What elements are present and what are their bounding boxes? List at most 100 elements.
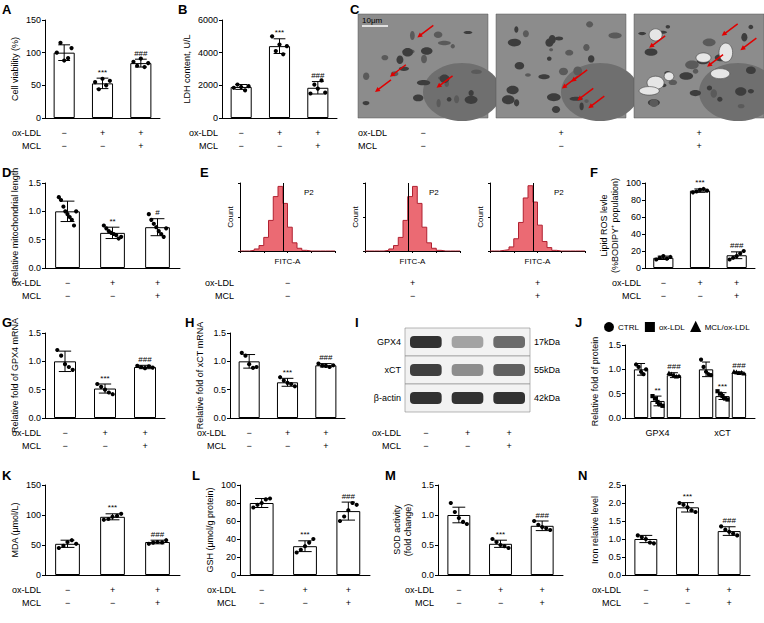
svg-text:0.5: 0.5	[28, 235, 41, 245]
svg-text:C: C	[350, 2, 360, 17]
svg-text:+: +	[696, 141, 701, 151]
svg-text:1.0: 1.0	[28, 356, 41, 366]
svg-text:***: ***	[283, 368, 292, 377]
svg-text:0.5: 0.5	[213, 385, 226, 395]
svg-text:FITC-A: FITC-A	[400, 257, 426, 266]
svg-text:+: +	[734, 278, 739, 288]
svg-text:+: +	[142, 428, 147, 438]
svg-text:50: 50	[31, 80, 41, 90]
svg-text:MCL: MCL	[215, 291, 234, 301]
svg-text:55kDa: 55kDa	[534, 365, 560, 375]
svg-text:10μm: 10μm	[362, 16, 383, 25]
svg-text:−: −	[100, 141, 105, 151]
svg-text:***: ***	[275, 28, 284, 37]
svg-text:−: −	[110, 598, 115, 608]
svg-text:−: −	[239, 141, 244, 151]
svg-text:H: H	[185, 315, 194, 330]
svg-text:***: ***	[695, 178, 704, 187]
svg-text:+: +	[558, 128, 563, 138]
svg-text:MCL: MCL	[382, 441, 401, 451]
svg-text:1.5: 1.5	[213, 328, 226, 338]
svg-text:Cell viability (%): Cell viability (%)	[10, 37, 20, 101]
svg-text:−: −	[423, 428, 428, 438]
svg-text:6000: 6000	[198, 15, 218, 25]
svg-text:P2: P2	[304, 188, 314, 197]
svg-text:−: −	[62, 441, 67, 451]
svg-text:1.0: 1.0	[421, 510, 434, 520]
svg-text:###: ###	[342, 492, 356, 501]
svg-text:1.5: 1.5	[28, 328, 41, 338]
svg-text:LDH content, U/L: LDH content, U/L	[182, 34, 192, 103]
svg-text:100: 100	[626, 178, 641, 188]
svg-text:+: +	[138, 141, 143, 151]
svg-text:40: 40	[226, 534, 236, 544]
svg-text:1.0: 1.0	[213, 356, 226, 366]
svg-text:+: +	[727, 598, 732, 608]
svg-text:−: −	[110, 291, 115, 301]
svg-text:60: 60	[631, 212, 641, 222]
svg-text:F: F	[590, 165, 598, 180]
svg-text:1.0: 1.0	[608, 534, 621, 544]
svg-text:0.0: 0.0	[608, 570, 621, 580]
svg-text:−: −	[239, 128, 244, 138]
svg-text:Iron relative level: Iron relative level	[590, 496, 600, 564]
svg-text:+: +	[535, 291, 540, 301]
svg-text:0.0: 0.0	[28, 413, 41, 423]
svg-text:Relative fold of protein: Relative fold of protein	[590, 337, 600, 427]
svg-text:1.0: 1.0	[28, 206, 41, 216]
svg-text:FITC-A: FITC-A	[275, 257, 301, 266]
svg-text:40: 40	[631, 229, 641, 239]
svg-text:−: −	[661, 278, 666, 288]
svg-text:N: N	[578, 468, 587, 483]
svg-text:150: 150	[26, 15, 41, 25]
svg-text:MCL: MCL	[415, 598, 434, 608]
svg-text:MCL: MCL	[358, 141, 377, 151]
svg-text:###: ###	[151, 530, 165, 539]
svg-text:−: −	[643, 598, 648, 608]
svg-text:0: 0	[36, 570, 41, 580]
svg-text:20: 20	[631, 246, 641, 256]
svg-text:###: ###	[732, 361, 746, 370]
svg-text:+: +	[465, 428, 470, 438]
svg-text:MCL/ox-LDL: MCL/ox-LDL	[705, 323, 750, 332]
svg-text:0: 0	[231, 570, 236, 580]
svg-text:###: ###	[667, 362, 681, 371]
svg-text:+: +	[315, 141, 320, 151]
svg-text:**: **	[654, 386, 660, 395]
svg-text:−: −	[423, 441, 428, 451]
svg-text:J: J	[575, 315, 582, 330]
svg-text:P2: P2	[429, 188, 439, 197]
svg-text:+: +	[155, 291, 160, 301]
svg-text:−: −	[456, 585, 461, 595]
svg-text:#: #	[155, 208, 160, 217]
svg-text:###: ###	[722, 516, 736, 525]
svg-text:***: ***	[98, 68, 107, 77]
svg-text:+: +	[323, 441, 328, 451]
svg-text:ox-LDL: ox-LDL	[12, 128, 41, 138]
svg-text:ox-LDL: ox-LDL	[612, 278, 641, 288]
svg-text:+: +	[685, 585, 690, 595]
svg-text:−: −	[661, 291, 666, 301]
svg-text:ox-LDL: ox-LDL	[197, 428, 226, 438]
svg-text:Count: Count	[226, 206, 235, 228]
svg-text:Count: Count	[351, 206, 360, 228]
svg-text:−: −	[456, 598, 461, 608]
svg-text:−: −	[465, 441, 470, 451]
svg-text:+: +	[155, 598, 160, 608]
svg-text:xCT: xCT	[385, 365, 402, 375]
svg-text:−: −	[285, 441, 290, 451]
svg-text:80: 80	[226, 498, 236, 508]
svg-text:0.5: 0.5	[608, 552, 621, 562]
svg-text:MCL: MCL	[22, 291, 41, 301]
svg-text:+: +	[315, 128, 320, 138]
svg-text:E: E	[200, 165, 209, 180]
svg-text:L: L	[192, 468, 200, 483]
svg-text:17kDa: 17kDa	[534, 337, 560, 347]
svg-text:GSH (μmol/g protein): GSH (μmol/g protein)	[205, 487, 215, 572]
svg-text:+: +	[110, 585, 115, 595]
svg-text:***: ***	[683, 492, 692, 501]
svg-text:ox-LDL: ox-LDL	[12, 428, 41, 438]
svg-text:150: 150	[26, 480, 41, 490]
svg-text:+: +	[138, 128, 143, 138]
svg-text:−: −	[65, 278, 70, 288]
